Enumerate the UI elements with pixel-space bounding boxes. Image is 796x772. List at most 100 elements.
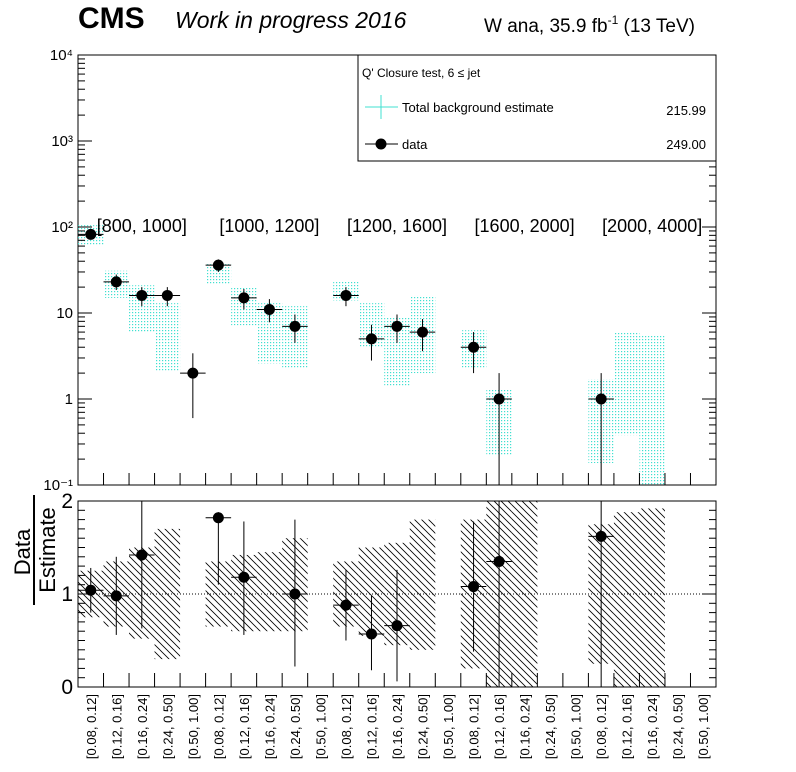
y-tick-label: 1	[65, 391, 73, 408]
legend-entry-data: data 249.00	[365, 137, 706, 152]
data-point	[493, 393, 505, 405]
ratio-tick-label: 2	[61, 490, 73, 513]
y-tick-label: 10²	[51, 219, 73, 236]
data-point	[417, 326, 429, 338]
group-label: [2000, 4000]	[602, 216, 702, 236]
data-point	[391, 320, 403, 332]
legend: Q' Closure test, 6 ≤ jet Total backgroun…	[357, 54, 717, 162]
ratio-band	[639, 508, 665, 687]
data-point	[238, 292, 250, 304]
category-label: [0.16, 0.24]	[390, 694, 405, 759]
data-point	[595, 393, 607, 405]
data-point	[187, 367, 199, 379]
legend-value-data: 249.00	[666, 137, 706, 152]
ratio-band	[409, 519, 436, 650]
ratio-point	[136, 549, 148, 561]
ratio-point	[340, 599, 352, 611]
ratio-point	[595, 530, 607, 542]
ratio-point	[468, 581, 480, 593]
category-label: [0.08, 0.12]	[339, 694, 354, 759]
category-labels: [0.08, 0.12] [0.12, 0.16] [0.16, 0.24] [0.2…	[84, 694, 711, 759]
ratio-point	[391, 620, 403, 632]
category-label: [0.50, 1.00]	[696, 694, 711, 759]
category-label: [0.24, 0.50]	[416, 694, 431, 759]
legend-marker-data-dot	[375, 138, 387, 150]
category-label: [0.16, 0.24]	[262, 694, 277, 759]
legend-title: Q' Closure test, 6 ≤ jet	[362, 66, 481, 80]
category-label: [0.50, 1.00]	[441, 694, 456, 759]
data-point	[289, 320, 301, 332]
data-point	[468, 341, 480, 353]
data-points	[78, 228, 614, 485]
ratio-band	[511, 501, 538, 687]
ratio-point	[212, 512, 224, 524]
ratio-band	[154, 528, 181, 660]
category-label: [0.16, 0.24]	[645, 694, 660, 759]
category-label: [0.24, 0.50]	[671, 694, 686, 759]
data-point	[85, 228, 97, 240]
lumi-label: W ana, 35.9 fb-1 (13 TeV)	[484, 13, 695, 37]
y-tick-label: 10³	[51, 133, 73, 150]
category-label: [0.12, 0.16]	[492, 694, 507, 759]
legend-value-background: 215.99	[666, 103, 706, 118]
background-band	[205, 264, 232, 284]
ratio-point	[110, 590, 122, 602]
ratio-point	[238, 571, 250, 583]
background-band	[154, 303, 181, 372]
category-label: [0.08, 0.12]	[211, 694, 226, 759]
category-label: [0.08, 0.12]	[84, 694, 99, 759]
category-label: [0.12, 0.16]	[237, 694, 252, 759]
ratio-point	[493, 555, 505, 567]
ratio-tick-label: 0	[61, 676, 73, 699]
data-point	[340, 289, 352, 301]
legend-label-background: Total background estimate	[402, 100, 554, 115]
data-point	[263, 303, 275, 315]
category-label: [0.08, 0.12]	[467, 694, 482, 759]
background-band	[613, 332, 640, 436]
category-label: [0.16, 0.24]	[135, 694, 150, 759]
ratio-panel: 0 1 2 Data Estimate [0.08, 0.12] [0.12, 0.1…	[10, 490, 717, 759]
ratio-point	[289, 588, 301, 600]
ratio-ylabel-num: Data	[10, 528, 35, 575]
legend-label-data: data	[402, 137, 428, 152]
category-label: [0.16, 0.24]	[518, 694, 533, 759]
group-label: [1200, 1600]	[347, 216, 447, 236]
category-label: [0.24, 0.50]	[288, 694, 303, 759]
category-label: [0.24, 0.50]	[543, 694, 558, 759]
category-label: [0.24, 0.50]	[160, 694, 175, 759]
y-tick-label: 10⁻¹	[43, 477, 73, 494]
data-point	[161, 289, 173, 301]
ratio-ylabel: Data Estimate	[10, 495, 60, 605]
group-label: [800, 1000]	[97, 216, 187, 236]
category-label: [0.12, 0.16]	[109, 694, 124, 759]
legend-entry-background: Total background estimate 215.99	[365, 95, 706, 119]
work-in-progress-label: Work in progress 2016	[175, 7, 407, 33]
group-label: [1600, 2000]	[475, 216, 575, 236]
category-label: [0.12, 0.16]	[620, 694, 635, 759]
category-label: [0.08, 0.12]	[594, 694, 609, 759]
legend-box	[357, 54, 717, 162]
y-tick-label: 10	[56, 305, 73, 322]
group-label: [1000, 1200]	[219, 216, 319, 236]
group-labels: [800, 1000] [1000, 1200] [1200, 1600] [1600…	[97, 216, 702, 236]
ratio-tick-label: 1	[61, 583, 73, 606]
ratio-band	[256, 552, 283, 632]
data-point	[110, 276, 122, 288]
category-label: [0.50, 1.00]	[569, 694, 584, 759]
data-point	[212, 259, 224, 271]
ratio-points	[78, 501, 614, 687]
ratio-axis-ticks: 0 1 2	[61, 490, 716, 699]
ratio-band	[613, 512, 640, 687]
ratio-ylabel-den: Estimate	[35, 507, 60, 593]
ratio-point	[365, 628, 377, 640]
data-point	[136, 289, 148, 301]
cms-label: CMS	[78, 2, 145, 35]
category-label: [0.50, 1.00]	[313, 694, 328, 759]
ratio-point	[85, 584, 97, 596]
category-label: [0.50, 1.00]	[186, 694, 201, 759]
category-label: [0.12, 0.16]	[364, 694, 379, 759]
background-band	[639, 335, 665, 485]
y-tick-label: 10⁴	[50, 47, 73, 64]
data-point	[365, 333, 377, 345]
